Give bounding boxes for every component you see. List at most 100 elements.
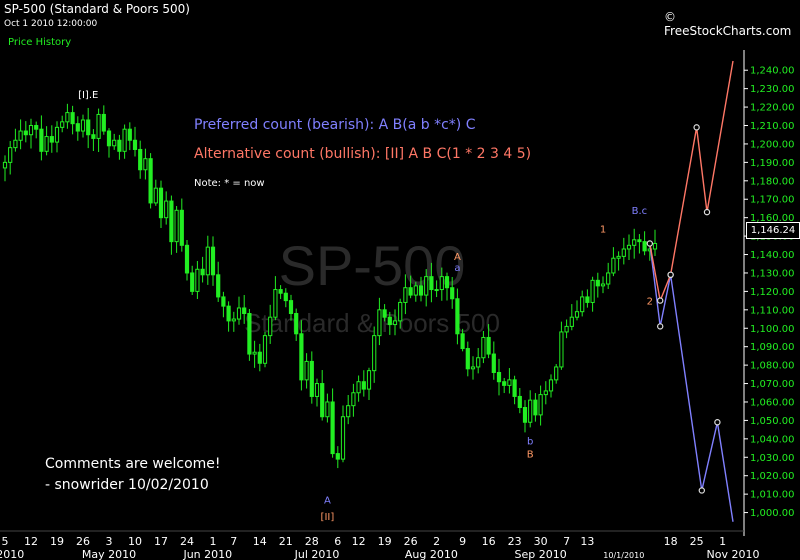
comments: Comments are welcome! - snowrider 10/02/…	[45, 456, 221, 493]
candle-body	[18, 130, 23, 141]
candle-body	[106, 130, 112, 147]
x-month-label: Jul 2010	[294, 548, 340, 560]
x-day-label: 30	[534, 535, 548, 548]
y-tick-label: 1,000.00	[750, 508, 795, 519]
x-day-label: 25	[690, 535, 704, 548]
x-day-label: 3	[106, 535, 113, 548]
candle-body	[590, 279, 595, 303]
x-day-label: 10	[128, 535, 142, 548]
candle	[153, 179, 158, 206]
candle-body	[533, 399, 538, 416]
candle	[210, 236, 216, 286]
candle	[138, 140, 143, 179]
candle	[512, 375, 517, 405]
y-tick-label: 1,230.00	[750, 84, 795, 95]
candle-body	[470, 366, 476, 370]
candle-body	[236, 307, 242, 320]
candle-body	[299, 333, 304, 381]
candle-body	[621, 248, 626, 257]
candle-body	[184, 244, 190, 274]
x-month-label: 2010	[0, 548, 24, 560]
candle-body	[320, 383, 325, 418]
candle-body	[476, 357, 481, 368]
candle	[288, 294, 294, 321]
y-tick-label: 1,090.00	[750, 342, 795, 353]
candle	[340, 405, 346, 463]
candle	[304, 353, 309, 389]
candle-body	[325, 401, 330, 418]
now-node	[646, 240, 654, 247]
candle	[49, 125, 54, 153]
candle	[117, 134, 122, 160]
y-tick-label: 1,010.00	[750, 490, 795, 501]
preferred-path-node	[657, 323, 664, 330]
candle-body	[372, 335, 377, 372]
candle	[164, 191, 169, 225]
candle-body	[517, 395, 522, 409]
candle	[122, 124, 127, 159]
x-month-label: May 2010	[82, 548, 136, 560]
x-month-label: Sep 2010	[514, 548, 566, 560]
x-day-label: 19	[378, 535, 392, 548]
candle	[377, 297, 382, 346]
candle-body	[39, 128, 44, 152]
candle-body	[574, 311, 580, 318]
candle	[392, 309, 398, 336]
candle-body	[278, 289, 283, 294]
candle	[486, 324, 491, 359]
candle-body	[49, 136, 54, 143]
candle-body	[138, 148, 143, 171]
candle-body	[164, 200, 169, 219]
candle-body	[455, 298, 460, 335]
candle-body	[132, 139, 138, 150]
candle-body	[361, 381, 366, 390]
y-tick-label: 1,160.00	[750, 213, 795, 224]
x-month-label: Aug 2010	[405, 548, 458, 560]
comment-line-1: Comments are welcome!	[45, 456, 221, 472]
candle	[23, 121, 28, 143]
x-day-label: 12	[24, 535, 38, 548]
candle-body	[179, 209, 184, 246]
candle	[205, 235, 210, 285]
x-day-label: 1	[210, 535, 217, 548]
candle	[616, 251, 621, 271]
y-tick-label: 1,130.00	[750, 268, 795, 279]
candle	[502, 377, 507, 394]
x-day-label: 24	[180, 535, 194, 548]
preferred-path-node	[698, 487, 706, 494]
candle	[221, 291, 226, 318]
alternative-path-node	[667, 271, 674, 279]
y-axis: 1,000.00 1,010.00 1,020.00 1,030.00 1,040.00…	[743, 50, 795, 536]
candle-body	[616, 255, 621, 259]
candle-body	[585, 296, 590, 303]
candle-body	[486, 336, 491, 355]
candle	[314, 378, 320, 407]
tab-price-history[interactable]: Price History	[8, 37, 72, 48]
candle	[548, 374, 554, 398]
alternative-path-node	[657, 297, 664, 304]
candle-body	[626, 244, 632, 250]
candles	[2, 103, 658, 469]
candle	[424, 269, 429, 307]
chart-datetime: Oct 1 2010 12:00:00	[4, 19, 98, 29]
candle-body	[408, 287, 413, 296]
candle-body	[86, 119, 91, 136]
candle-body	[70, 112, 75, 125]
candle-body	[502, 381, 507, 386]
candle	[626, 234, 632, 260]
wave-label: [II]	[321, 512, 335, 523]
candle	[600, 276, 606, 294]
candle	[460, 328, 465, 352]
candle	[429, 262, 434, 303]
candle	[273, 276, 278, 321]
wave-label: a	[454, 263, 460, 274]
candle	[158, 180, 164, 228]
candle	[252, 340, 257, 368]
candle-body	[632, 239, 637, 246]
wave-label: B	[527, 449, 534, 460]
candle-body	[60, 121, 65, 128]
candle-body	[434, 289, 439, 292]
candle-body	[548, 379, 554, 392]
candle	[2, 155, 8, 182]
candle	[309, 351, 314, 404]
